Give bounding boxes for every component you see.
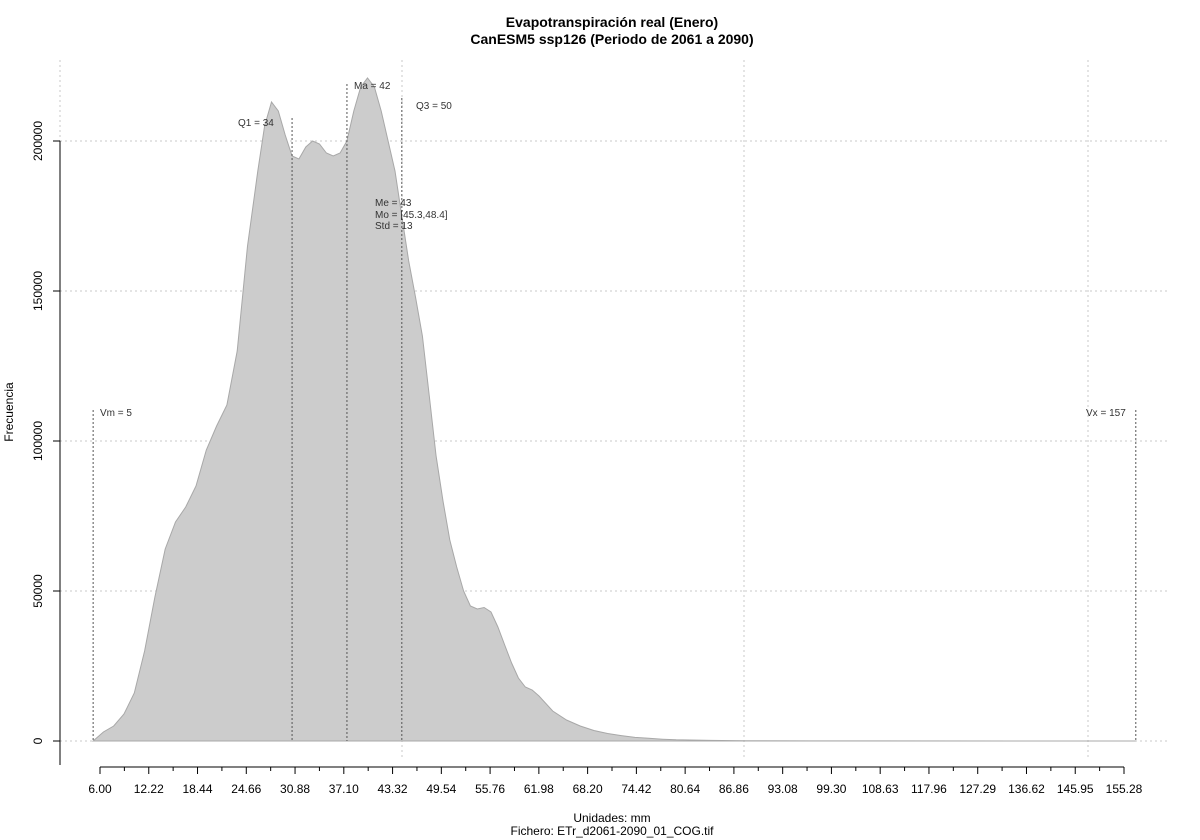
- axes: 0 50000 100000 150000 200000 6.00 12.22 18.44 24…: [31, 121, 1143, 796]
- y-tick-label: 150000: [31, 271, 45, 311]
- x-tick-label: 74.42: [621, 782, 651, 796]
- y-axis-label: Frecuencia: [2, 382, 16, 442]
- x-tick-label: 68.20: [573, 782, 603, 796]
- x-tick-label: 136.62: [1008, 782, 1045, 796]
- x-tick-label: 145.95: [1057, 782, 1094, 796]
- q1-annotation: Q1 = 34: [238, 118, 274, 129]
- x-axis-file-label: Fichero: ETr_d2061-2090_01_COG.tif: [511, 824, 715, 838]
- y-tick-label: 200000: [31, 121, 45, 161]
- x-tick-label: 49.54: [426, 782, 456, 796]
- x-tick-label: 30.88: [280, 782, 310, 796]
- x-tick-label: 18.44: [183, 782, 213, 796]
- std-annotation: Std = 13: [375, 221, 413, 232]
- y-tick-label: 50000: [31, 574, 45, 608]
- x-tick-label: 12.22: [134, 782, 164, 796]
- y-tick-label: 100000: [31, 421, 45, 461]
- vm-annotation: Vm = 5: [100, 408, 132, 419]
- x-tick-label: 127.29: [959, 782, 996, 796]
- x-axis-label: Unidades: mm: [573, 811, 650, 825]
- x-tick-label: 93.08: [768, 782, 798, 796]
- x-tick-label: 108.63: [862, 782, 899, 796]
- x-tick-label: 99.30: [816, 782, 846, 796]
- vx-annotation: Vx = 157: [1086, 408, 1126, 419]
- x-tick-label: 155.28: [1106, 782, 1143, 796]
- x-tick-label: 43.32: [378, 782, 408, 796]
- x-tick-label: 80.64: [670, 782, 700, 796]
- x-tick-label: 61.98: [524, 782, 554, 796]
- chart-title: Evapotranspiración real (Enero): [506, 14, 718, 30]
- stat-markers: [92, 84, 1137, 741]
- x-tick-label: 37.10: [329, 782, 359, 796]
- frequency-area: [91, 77, 1136, 742]
- density-area: [91, 77, 1136, 742]
- x-tick-label: 55.76: [475, 782, 505, 796]
- x-tick-label: 117.96: [911, 782, 947, 796]
- q3-annotation: Q3 = 50: [416, 101, 452, 112]
- x-tick-label: 6.00: [88, 782, 112, 796]
- ma-annotation: Ma = 42: [354, 81, 391, 92]
- y-tick-label: 0: [31, 737, 45, 744]
- mo-annotation: Mo = [45.3,48.4]: [375, 210, 448, 221]
- x-tick-label: 24.66: [231, 782, 261, 796]
- me-annotation: Me = 43: [375, 198, 412, 209]
- chart-subtitle: CanESM5 ssp126 (Periodo de 2061 a 2090): [470, 31, 753, 47]
- x-tick-label: 86.86: [719, 782, 749, 796]
